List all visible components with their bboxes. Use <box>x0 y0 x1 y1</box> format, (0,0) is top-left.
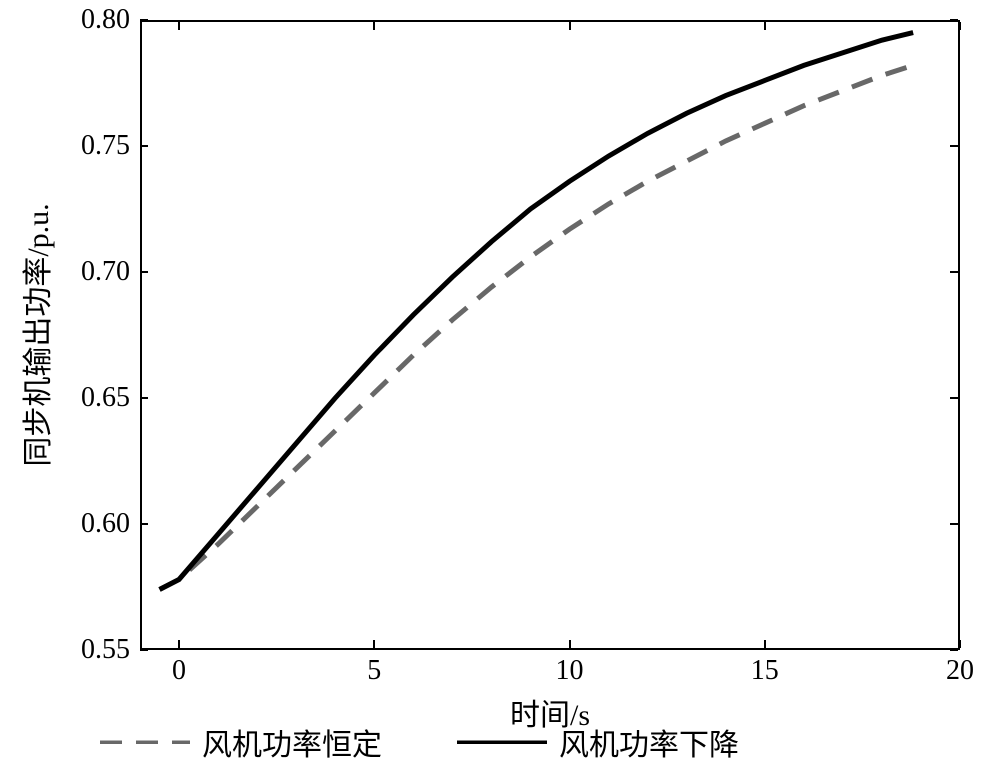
x-tick <box>959 640 961 648</box>
y-tick-right <box>950 649 958 651</box>
y-tick <box>140 145 148 147</box>
y-tick <box>140 397 148 399</box>
y-tick-label: 0.55 <box>81 634 130 666</box>
x-tick-top <box>373 22 375 30</box>
x-tick-label: 5 <box>367 655 381 687</box>
y-tick <box>140 523 148 525</box>
legend-solid-line <box>457 740 547 744</box>
legend-dashed-line <box>100 740 190 744</box>
chart-curves <box>140 20 960 650</box>
y-tick <box>140 19 148 21</box>
y-tick <box>140 271 148 273</box>
y-tick-right <box>950 145 958 147</box>
y-tick-right <box>950 397 958 399</box>
chart-container: 0.55 0.60 0.65 0.70 0.75 0.80 0 5 10 15 20 同步机输出功… <box>0 0 1000 752</box>
y-tick-label: 0.80 <box>81 4 130 36</box>
y-tick-right <box>950 523 958 525</box>
legend: 风机功率恒定 风机功率下降 <box>100 720 960 764</box>
y-tick <box>140 649 148 651</box>
y-tick-right <box>950 271 958 273</box>
y-tick-label: 0.65 <box>81 382 130 414</box>
series-dashed <box>160 65 914 589</box>
y-tick-label: 0.75 <box>81 130 130 162</box>
x-tick-top <box>764 22 766 30</box>
legend-label-dashed: 风机功率恒定 <box>202 720 382 764</box>
y-tick-label: 0.70 <box>81 256 130 288</box>
x-tick-top <box>178 22 180 30</box>
y-tick-right <box>950 19 958 21</box>
x-tick-label: 15 <box>751 655 779 687</box>
legend-item-solid: 风机功率下降 <box>457 720 739 764</box>
x-tick <box>569 640 571 648</box>
legend-label-solid: 风机功率下降 <box>559 720 739 764</box>
x-tick <box>373 640 375 648</box>
legend-item-dashed: 风机功率恒定 <box>100 720 382 764</box>
x-tick-top <box>959 22 961 30</box>
series-solid <box>160 33 914 590</box>
x-tick-label: 0 <box>172 655 186 687</box>
x-tick <box>178 640 180 648</box>
x-tick <box>764 640 766 648</box>
x-tick-label: 20 <box>946 655 974 687</box>
y-axis-label: 同步机输出功率/p.u. <box>13 203 57 466</box>
x-tick-top <box>569 22 571 30</box>
x-tick-label: 10 <box>556 655 584 687</box>
y-tick-label: 0.60 <box>81 508 130 540</box>
